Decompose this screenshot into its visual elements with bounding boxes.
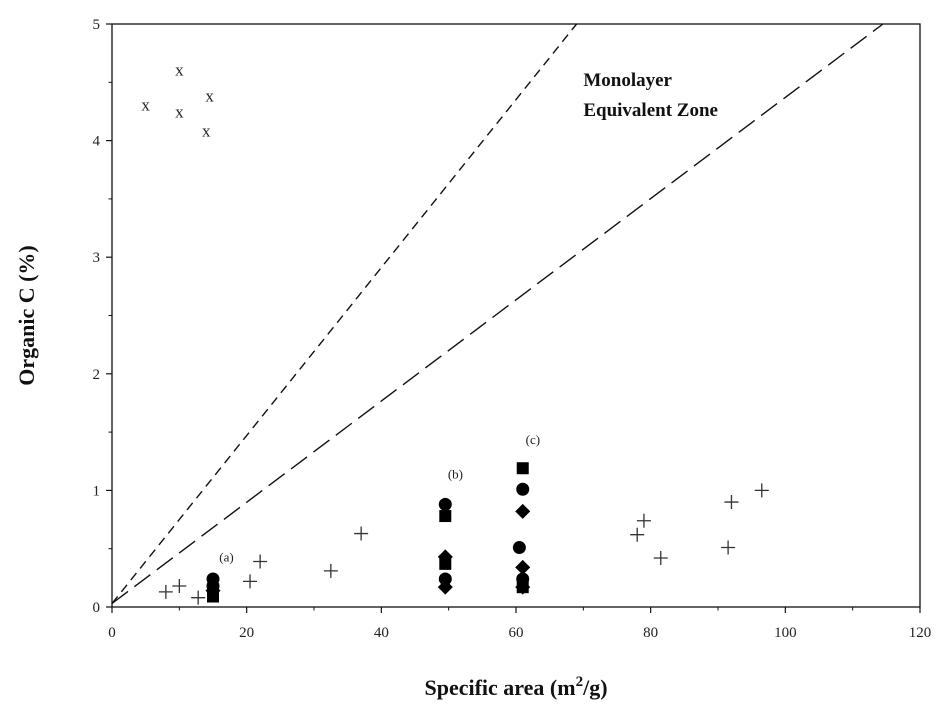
group-label: (b): [448, 467, 463, 482]
x-marker-point: x: [205, 86, 214, 105]
x-ticks: 0 20 40 60 80 100 120: [108, 607, 931, 641]
y-tick-label: 1: [93, 483, 101, 499]
plus-marker-point: [243, 574, 258, 589]
x-axis-title-superscript: 2: [576, 674, 584, 690]
circle-marker-point: [512, 541, 526, 555]
diamond-marker-point: [515, 503, 531, 519]
plus-marker-point: [724, 495, 739, 510]
plus-marker-point: [191, 590, 206, 605]
y-tick-label: 5: [93, 17, 101, 33]
axes: [111, 23, 921, 608]
group-label: (a): [219, 550, 233, 565]
x-marker-point: x: [141, 96, 150, 115]
x-tick-label: 100: [774, 625, 797, 641]
y-tick-label: 4: [93, 134, 101, 150]
plus-marker-point: [636, 513, 651, 528]
x-tick-label: 40: [374, 625, 389, 641]
x-tick-label: 80: [643, 625, 658, 641]
square-marker-point: [516, 462, 529, 475]
annotation-line-2: Equivalent Zone: [583, 100, 718, 121]
diamond-marker-point: [515, 559, 531, 575]
x-tick-label: 60: [509, 625, 524, 641]
plus-marker-point: [172, 579, 187, 594]
x-tick-label: 20: [239, 625, 254, 641]
plus-marker-point: [653, 551, 668, 566]
x-tick-label: 0: [108, 625, 116, 641]
diamond-marker-point: [205, 583, 221, 599]
group-labels: (a) (b) (c): [219, 432, 540, 565]
circle-marker-point: [438, 572, 452, 586]
x-tick-label: 120: [909, 625, 932, 641]
x-marker-point: x: [175, 103, 184, 122]
plot-frame: [111, 23, 921, 608]
plus-marker-point: [158, 584, 173, 599]
plus-marker-point: [323, 563, 338, 578]
square-marker-point: [439, 510, 452, 523]
short-dash-line: [111, 23, 578, 604]
plus-marker-point: [721, 540, 736, 555]
group-label: (c): [526, 432, 540, 447]
plus-marker-point: [630, 527, 645, 542]
diamond-marker-point: [437, 579, 453, 595]
x-marker-point: x: [202, 121, 211, 140]
plus-marker-point: [754, 483, 769, 498]
y-tick-label: 0: [93, 600, 101, 616]
annotation-line-1: Monolayer: [583, 70, 672, 91]
plus-marker-point: [253, 554, 268, 569]
diamond-marker-point: [437, 549, 453, 565]
y-tick-label: 3: [93, 250, 101, 266]
x-axis-title-main: Specific area (m: [424, 675, 575, 700]
circle-marker-point: [438, 497, 452, 511]
circle-marker-point: [516, 482, 530, 496]
y-axis-title: Organic C (%): [14, 245, 39, 386]
x-axis-title-tail: /g): [582, 675, 607, 700]
reference-lines: [111, 23, 884, 605]
plus-marker-point: [354, 526, 369, 541]
diamond-marker-point: [515, 579, 531, 595]
y-ticks: 0 1 2 3 4 5: [93, 17, 112, 616]
x-axis-title: Specific area (m2/g): [424, 674, 607, 700]
x-marker-point: x: [175, 61, 184, 80]
long-dash-line: [111, 23, 884, 605]
y-tick-label: 2: [93, 367, 101, 383]
